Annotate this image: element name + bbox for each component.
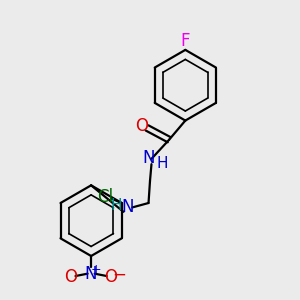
- Text: H: H: [110, 198, 122, 213]
- Text: O: O: [135, 117, 148, 135]
- Text: N: N: [85, 265, 98, 283]
- Text: F: F: [181, 32, 190, 50]
- Text: +: +: [91, 263, 102, 276]
- Text: N: N: [122, 197, 134, 215]
- Text: −: −: [112, 265, 126, 283]
- Text: N: N: [142, 149, 155, 167]
- Text: Cl: Cl: [98, 188, 114, 206]
- Text: H: H: [157, 156, 168, 171]
- Text: O: O: [64, 268, 77, 286]
- Text: O: O: [104, 268, 117, 286]
